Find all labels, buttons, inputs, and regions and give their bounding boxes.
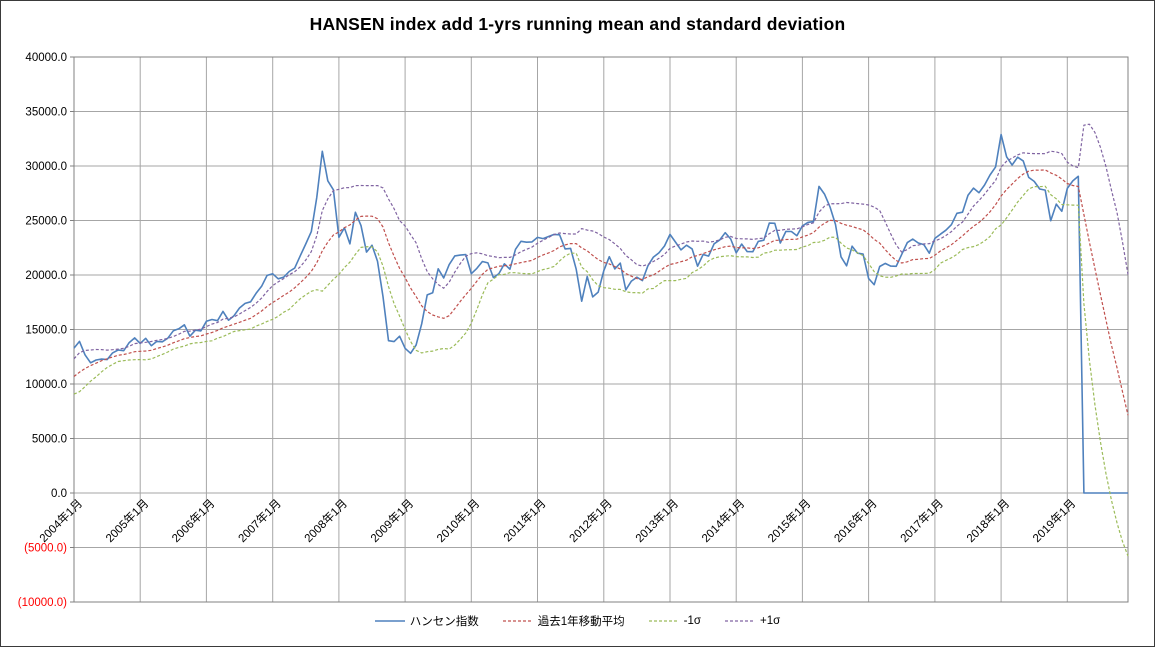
y-axis-tick-label: 40000.0	[25, 52, 67, 64]
x-axis-tick-label: 2017年1月	[897, 496, 946, 545]
x-axis-tick-label: 2016年1月	[831, 496, 880, 545]
series-moving-average-line	[73, 169, 1129, 416]
legend-label: -1σ	[683, 615, 701, 627]
y-axis-tick-label: 5000.0	[32, 434, 67, 446]
legend-line-sample-icon	[648, 620, 679, 622]
x-axis-tick-label: 2015年1月	[765, 496, 814, 545]
y-axis-tick-label: 15000.0	[25, 325, 67, 337]
x-axis-tick-label: 2018年1月	[963, 496, 1012, 545]
legend-item: 過去1年移動平均	[502, 613, 625, 629]
legend-item: -1σ	[648, 615, 701, 627]
legend-item: +1σ	[725, 615, 780, 627]
x-axis-tick-label: 2008年1月	[301, 496, 350, 545]
x-axis-tick-label: 2013年1月	[632, 496, 681, 545]
legend-line-sample-icon	[725, 620, 755, 622]
x-axis-tick-label: 2009年1月	[367, 496, 416, 545]
x-axis-tick-label: 2005年1月	[103, 496, 152, 545]
series-minus-1sigma-line	[73, 185, 1129, 557]
y-axis-tick-label: 30000.0	[25, 161, 67, 173]
y-axis-tick-label: (10000.0)	[18, 597, 67, 609]
legend-line-sample-icon	[502, 620, 533, 622]
x-axis-tick-label: 2019年1月	[1030, 496, 1079, 545]
chart-legend: ハンセン指数 過去1年移動平均 -1σ +1σ	[1, 613, 1154, 629]
y-axis-tick-label: 35000.0	[25, 107, 67, 119]
x-axis-tick-label: 2010年1月	[434, 496, 483, 545]
x-axis-tick-label: 2006年1月	[169, 496, 218, 545]
x-axis-tick-label: 2014年1月	[699, 496, 748, 545]
x-axis-tick-label: 2007年1月	[235, 496, 284, 545]
x-axis-tick-label: 2004年1月	[36, 496, 85, 545]
y-axis-tick-label: 10000.0	[25, 379, 67, 391]
y-axis-tick-label: 25000.0	[25, 216, 67, 228]
legend-item: ハンセン指数	[374, 613, 479, 629]
legend-line-sample-icon	[374, 620, 405, 622]
series-plus-1sigma-line	[73, 123, 1129, 360]
series-hansen-index-line	[73, 133, 1128, 494]
y-axis-tick-label: 20000.0	[25, 270, 67, 282]
legend-label: ハンセン指数	[409, 616, 479, 628]
plot-border	[73, 56, 1129, 603]
legend-label: +1σ	[760, 615, 781, 627]
y-axis-tick-label: (5000.0)	[24, 543, 67, 555]
x-axis-tick-label: 2012年1月	[566, 496, 615, 545]
x-axis-tick-label: 2011年1月	[500, 496, 548, 544]
y-axis-tick-label: 0.0	[51, 488, 67, 500]
legend-label: 過去1年移動平均	[537, 616, 625, 628]
chart-title: HANSEN index add 1-yrs running mean and …	[309, 14, 846, 34]
